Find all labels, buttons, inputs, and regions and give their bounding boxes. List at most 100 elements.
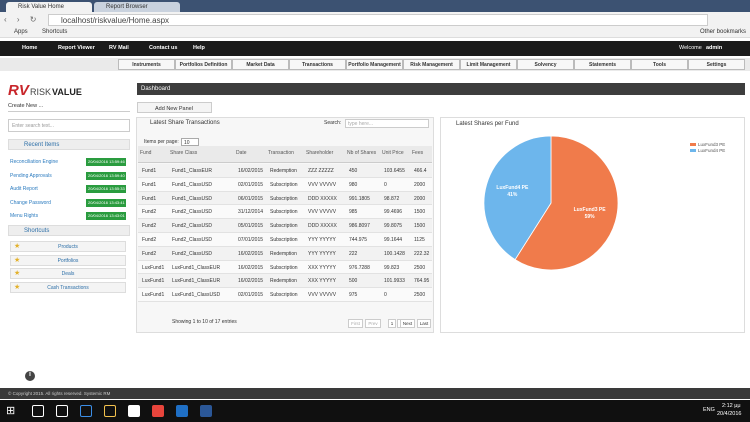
table-cell: LuxFund1 xyxy=(142,264,165,271)
shortcut-row[interactable] xyxy=(10,268,126,279)
menu-item[interactable]: Transactions xyxy=(289,59,346,70)
table-cell: YYY YYYYY xyxy=(308,237,336,243)
add-panel-button[interactable]: Add New Panel xyxy=(137,102,212,113)
top-nav-link[interactable]: Home xyxy=(22,45,38,51)
recent-item[interactable]: Change Password xyxy=(10,199,51,206)
search-box[interactable]: type here... xyxy=(345,119,429,128)
menu-item[interactable]: Portfolios Definition xyxy=(175,59,232,70)
table-row xyxy=(138,164,432,178)
taskbar-icon[interactable] xyxy=(128,405,140,417)
menu-item[interactable]: Limit Management xyxy=(460,59,517,70)
menu-item[interactable]: Market Data xyxy=(232,59,289,70)
info-button[interactable]: i xyxy=(25,371,35,381)
logo-left: RISK xyxy=(30,87,52,97)
table-cell: LuxFund1_ClassEUR xyxy=(172,264,221,271)
table-cell: 06/01/2015 xyxy=(238,195,264,202)
table-cell: 991.1805 xyxy=(349,195,370,202)
bookmark[interactable]: Shortcuts xyxy=(42,29,68,35)
shortcut[interactable]: Deals xyxy=(61,271,75,277)
language[interactable]: ENG xyxy=(703,407,715,413)
browser-tab[interactable]: Report Browser xyxy=(94,2,180,12)
taskbar-icon[interactable] xyxy=(200,405,212,417)
column-header[interactable]: Fund xyxy=(140,150,152,156)
menu-item[interactable]: Tools xyxy=(631,59,688,70)
table-cell: VVV VVVVV xyxy=(308,181,337,188)
shortcut-row[interactable] xyxy=(10,241,126,252)
table-cell: DDD XXXXX xyxy=(308,195,337,202)
recent-item[interactable]: Menu Rights xyxy=(10,213,39,219)
page-button[interactable]: Next xyxy=(400,319,415,328)
menu-item[interactable]: Statements xyxy=(574,59,631,70)
page-button[interactable]: 1 xyxy=(388,319,396,328)
taskbar-icon[interactable] xyxy=(152,405,164,417)
table-row xyxy=(138,205,432,220)
table-cell: 100.1428 xyxy=(384,250,405,257)
column-header[interactable]: Date xyxy=(236,150,247,156)
page-button[interactable]: Last xyxy=(417,319,431,328)
browser-tab[interactable]: Risk Value Home xyxy=(6,2,92,12)
table-cell: Subscription xyxy=(270,237,298,243)
taskbar-icon[interactable] xyxy=(80,405,92,417)
column-header[interactable]: Nb of Shares xyxy=(347,150,377,156)
taskbar-icon[interactable] xyxy=(56,405,68,417)
column-header[interactable]: Unit Price xyxy=(382,150,404,156)
top-nav-link[interactable]: RV Mail xyxy=(109,45,129,51)
recent-item[interactable]: Pending Approvals xyxy=(10,172,52,179)
start-button[interactable]: ⊞ xyxy=(6,405,16,417)
table-cell: LuxFund1_ClassUSD xyxy=(172,292,221,299)
taskbar-icon[interactable] xyxy=(104,405,116,417)
menu-item[interactable]: Risk Management xyxy=(403,59,460,70)
page-button[interactable]: First xyxy=(348,319,363,328)
recent-item[interactable]: Reconciliation Engine xyxy=(10,159,59,165)
search-input[interactable]: Enter search text... xyxy=(8,119,130,132)
create-new[interactable]: Create New ... xyxy=(8,101,130,112)
table-cell: Fund1 xyxy=(142,195,157,202)
top-nav-link[interactable]: Help xyxy=(193,45,205,51)
taskbar-icon[interactable] xyxy=(32,405,44,417)
menu-item[interactable]: Solvency xyxy=(517,59,574,70)
column-header[interactable]: Transaction xyxy=(268,150,294,156)
table-cell: 98.872 xyxy=(384,195,400,202)
items-per-page[interactable]: 10 xyxy=(181,138,199,146)
legend-swatch xyxy=(690,149,696,152)
table-cell: 99.8075 xyxy=(384,223,403,230)
top-nav-link[interactable]: Report Viewer xyxy=(58,45,95,51)
menu-item[interactable]: Settings xyxy=(688,59,745,70)
shortcut-row[interactable] xyxy=(10,254,126,266)
recent-item[interactable]: Audit Report xyxy=(10,186,38,192)
shortcut[interactable]: Portfolios xyxy=(57,257,79,264)
section-header[interactable]: Shortcuts xyxy=(8,225,130,236)
top-nav-link[interactable]: Contact us xyxy=(149,45,178,51)
column-header[interactable]: Share Class xyxy=(170,150,198,156)
clock-date[interactable]: 20/4/2016 xyxy=(717,411,742,417)
page-button[interactable]: Prev xyxy=(365,319,381,328)
search-label: Search: xyxy=(324,120,342,126)
nav-buttons: ‹ › ↻ xyxy=(4,15,41,24)
menu-item[interactable]: Instruments xyxy=(118,59,175,70)
table-cell: ZZZ ZZZZZ xyxy=(308,168,334,174)
table-cell: XXX YYYYY xyxy=(308,278,336,285)
table-cell: 222.32 xyxy=(414,250,430,257)
url-bar[interactable]: localhost/riskvalue/Home.aspx xyxy=(48,14,708,26)
bookmarks-row xyxy=(0,28,750,38)
shortcut[interactable]: Cash Transactions xyxy=(47,284,89,291)
star-icon: ★ xyxy=(14,256,21,264)
bookmark[interactable]: Other bookmarks xyxy=(700,29,747,35)
table-cell: 744.975 xyxy=(349,237,368,243)
table-cell: Redemption xyxy=(270,250,297,257)
user[interactable]: admin xyxy=(706,45,723,51)
shortcut[interactable]: Products xyxy=(58,244,78,250)
menu-item[interactable]: Portfolio Management xyxy=(346,59,403,70)
table-cell: 1500 xyxy=(414,223,426,230)
shortcut-row[interactable] xyxy=(10,281,126,293)
column-header[interactable]: Shareholder xyxy=(306,150,334,156)
section-header[interactable]: Recent Items xyxy=(8,139,130,150)
bookmark[interactable]: Apps xyxy=(14,29,28,35)
footer: © Copyright 2015. All rights reserved. S… xyxy=(0,388,750,399)
taskbar-icon[interactable] xyxy=(176,405,188,417)
panel-title: Latest Share Transactions xyxy=(150,120,220,126)
table-cell: 99.4696 xyxy=(384,209,403,216)
column-header[interactable]: Fees xyxy=(412,150,424,156)
legend-label: LuxFund3 PE xyxy=(698,142,725,147)
clock-time[interactable]: 2:12 μμ xyxy=(722,403,741,409)
